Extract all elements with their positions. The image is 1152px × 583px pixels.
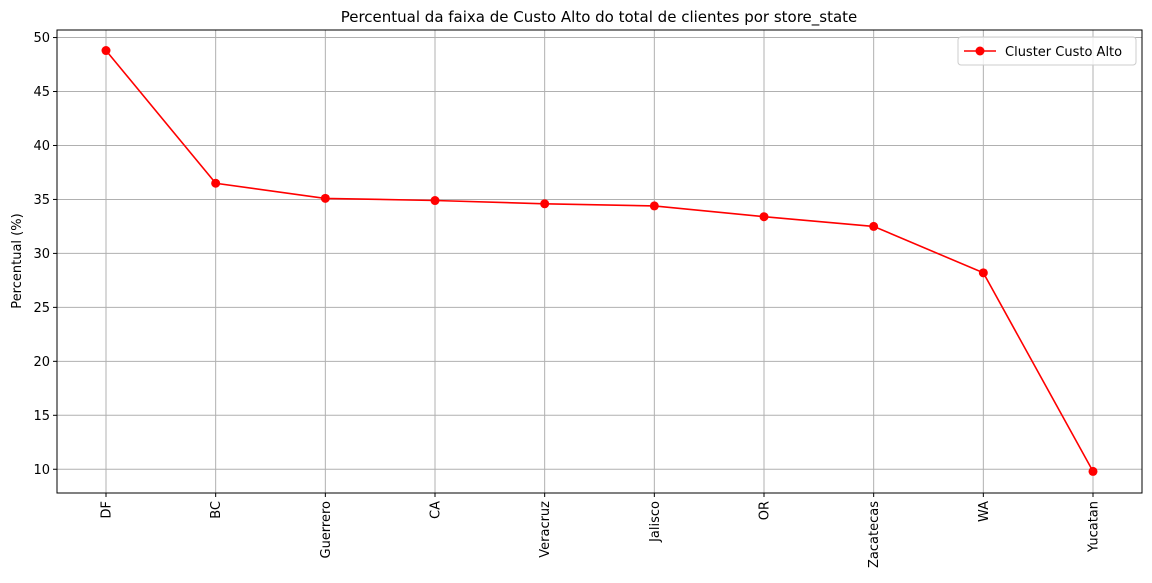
data-point [978, 268, 988, 278]
x-tick-label: Zacatecas [867, 501, 882, 568]
y-axis-label: Percentual (%) [10, 213, 25, 308]
x-tick-label: BC [209, 501, 224, 519]
legend-entry-label: Cluster Custo Alto [1005, 45, 1122, 60]
x-tick-label: OR [758, 501, 773, 520]
plot-area-frame [56, 29, 1143, 494]
series-layer [101, 46, 1098, 476]
x-tick-label: WA [977, 501, 992, 522]
grid-lines [57, 30, 1142, 493]
y-tick-label: 30 [33, 247, 50, 262]
y-tick-label: 35 [33, 193, 50, 208]
x-tick-label: Jalisco [648, 501, 663, 543]
y-tick-label: 10 [33, 463, 50, 478]
data-point [320, 193, 330, 203]
x-tick-label: Yucatan [1087, 501, 1102, 553]
y-tick-label: 20 [33, 355, 50, 370]
legend-marker [975, 46, 985, 56]
data-point [430, 196, 440, 206]
y-tick-label: 50 [33, 31, 50, 46]
x-tick-label: DF [100, 501, 115, 519]
x-tick-label: CA [429, 501, 444, 519]
legend: Cluster Custo Alto [957, 36, 1137, 66]
y-tick-label: 45 [33, 85, 50, 100]
y-tick-label: 40 [33, 139, 50, 154]
series-line [105, 49, 1094, 472]
chart-title: Percentual da faixa de Custo Alto do tot… [341, 8, 858, 27]
legend-box [957, 36, 1137, 66]
x-axis-ticks: DF BC Guerrero CA Veracruz Jalisco OR Zacatecas… [100, 493, 1102, 568]
y-tick-label: 15 [33, 409, 50, 424]
data-point [1088, 466, 1098, 476]
data-point [540, 199, 550, 209]
y-axis-ticks: 10 15 20 25 30 35 40 45 50 [33, 31, 57, 478]
data-point [649, 201, 659, 211]
y-tick-label: 25 [33, 301, 50, 316]
data-point [759, 212, 769, 222]
data-point [869, 221, 879, 231]
x-tick-label: Veracruz [538, 501, 553, 558]
x-tick-label: Guerrero [319, 501, 334, 559]
data-point [101, 46, 111, 56]
data-point [211, 178, 221, 188]
